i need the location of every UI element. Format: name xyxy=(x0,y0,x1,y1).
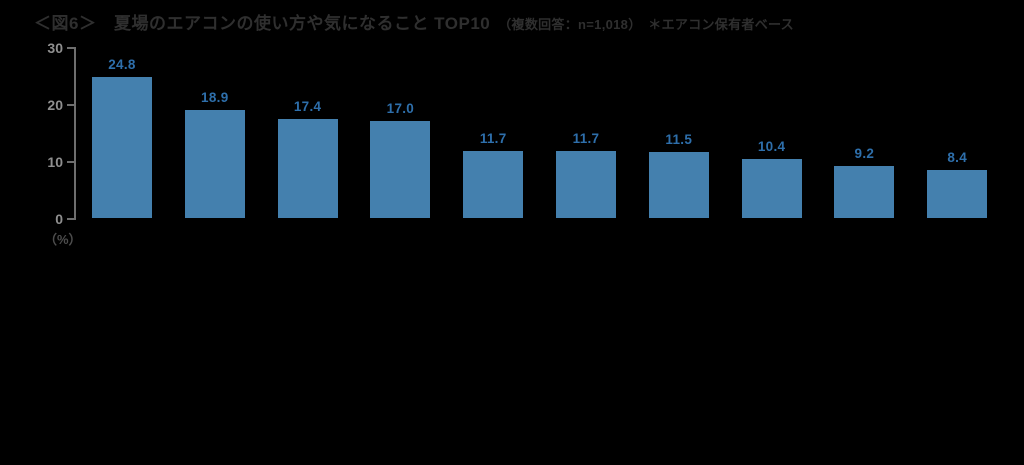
bar-value-label-4: 17.0 xyxy=(386,101,415,117)
bar-value-label-5: 11.7 xyxy=(479,131,507,147)
y-tick-mark-0 xyxy=(67,218,74,220)
chart-title: ＜図6＞ 夏場のエアコンの使い方や気になること TOP10 （複数回答：n=1,… xyxy=(34,9,794,34)
category-label-area-blacked-out xyxy=(0,252,1024,465)
bar-rank-10 xyxy=(927,170,988,218)
bar-rank-9 xyxy=(834,165,895,218)
bar-value-label-7: 11.5 xyxy=(665,132,693,148)
bar-rank-5 xyxy=(463,151,524,218)
bar-value-label-8: 10.4 xyxy=(757,138,786,154)
y-tick-mark-30 xyxy=(67,47,74,49)
bar-value-label-10: 8.4 xyxy=(947,150,968,166)
y-tick-label-30: 30 xyxy=(47,40,63,56)
y-tick-mark-10 xyxy=(67,161,74,163)
y-axis-line xyxy=(74,47,76,220)
bar-rank-6 xyxy=(556,151,616,218)
bar-value-label-3: 17.4 xyxy=(293,98,322,114)
y-tick-mark-20 xyxy=(67,104,74,106)
y-tick-label-20: 20 xyxy=(47,97,63,113)
bar-value-label-9: 9.2 xyxy=(854,145,875,161)
bar-value-label-1: 24.8 xyxy=(108,56,136,72)
chart-title-note: （複数回答：n=1,018） ＊エアコン保有者ベース xyxy=(498,17,794,32)
y-axis-unit-label: （%） xyxy=(44,232,82,247)
y-tick-label-0: 0 xyxy=(55,211,63,227)
bar-rank-4 xyxy=(370,121,431,218)
bar-rank-8 xyxy=(741,158,802,218)
y-tick-label-10: 10 xyxy=(47,154,63,170)
bar-value-label-2: 18.9 xyxy=(201,90,229,106)
bar-rank-1 xyxy=(92,76,152,218)
bar-rank-2 xyxy=(184,110,245,218)
bar-value-label-6: 11.7 xyxy=(572,131,600,147)
chart-title-main: ＜図6＞ 夏場のエアコンの使い方や気になること TOP10 xyxy=(34,14,491,33)
bar-rank-3 xyxy=(277,118,338,218)
bar-rank-7 xyxy=(648,152,709,218)
